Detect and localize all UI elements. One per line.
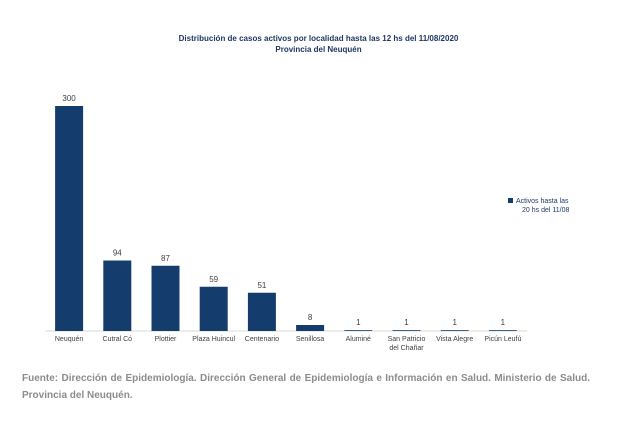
data-label-8: 1 <box>452 318 457 327</box>
chart-title: Distribución de casos activos por locali… <box>0 33 637 55</box>
x-tick-label-6: Aluminé <box>346 336 371 343</box>
x-tick-label-3: Plaza Huincul <box>192 336 235 343</box>
legend-swatch <box>508 198 513 203</box>
data-label-0: 300 <box>62 94 76 103</box>
data-label-1: 94 <box>113 249 122 258</box>
x-tick-label-7-0: San Patricio <box>388 336 426 343</box>
bar-3 <box>199 286 228 331</box>
bar-8 <box>440 330 469 331</box>
bar-1 <box>103 260 132 331</box>
bar-5 <box>296 325 325 331</box>
x-tick-label-2: Plottier <box>155 336 177 343</box>
x-tick-label-9: Picún Leufú <box>484 336 521 343</box>
chart-title-line2: Provincia del Neuquén <box>275 45 362 54</box>
x-tick-label-8: Vista Alegre <box>436 336 473 343</box>
data-label-6: 1 <box>356 318 361 327</box>
bar-6 <box>344 330 373 331</box>
data-label-7: 1 <box>404 318 409 327</box>
bar-9 <box>488 330 517 331</box>
data-label-5: 8 <box>308 313 313 322</box>
bar-chart: 300 Neuquén 94 Cutral Có 87 Plottier 59 Plaza H… <box>45 94 527 352</box>
data-label-3: 59 <box>209 275 218 284</box>
data-label-2: 87 <box>161 254 170 263</box>
x-tick-label-1: Cutral Có <box>103 336 133 343</box>
x-tick-label-7-1: del Chañar <box>389 345 424 352</box>
data-label-4: 51 <box>257 281 266 290</box>
x-tick-label-4: Centenario <box>245 336 279 343</box>
chart-title-line1: Distribución de casos activos por locali… <box>178 34 459 43</box>
source-note: Fuente: Dirección de Epidemiología. Dire… <box>22 373 590 401</box>
bar-2 <box>151 265 180 331</box>
x-tick-label-0: Neuquén <box>55 336 84 343</box>
bar-7 <box>392 330 421 331</box>
bar-0 <box>55 106 84 331</box>
x-tick-label-5: Senillosa <box>296 336 325 343</box>
bar-4 <box>247 292 276 331</box>
chart-legend: Activos hasta las 20 hs del 11/08 <box>508 197 598 215</box>
legend-label-line2: 20 hs del 11/08 <box>522 207 570 214</box>
legend-label-line1: Activos hasta las <box>516 198 569 205</box>
data-label-9: 1 <box>501 318 506 327</box>
